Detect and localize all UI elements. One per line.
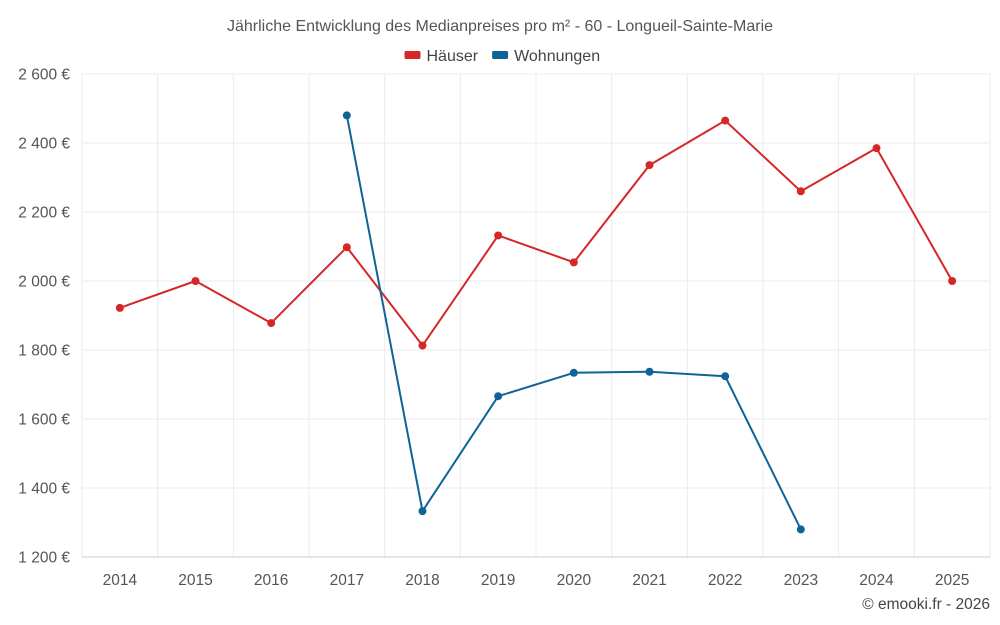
y-tick-label: 2 400 € xyxy=(18,136,70,153)
legend-item-h-user[interactable]: Häuser xyxy=(404,48,479,65)
x-tick-label: 2017 xyxy=(330,572,364,589)
x-tick-label: 2025 xyxy=(935,572,969,589)
data-point-h-user[interactable] xyxy=(872,144,881,153)
legend: Häuser Wohnungen xyxy=(404,48,600,65)
data-point-wohnungen[interactable] xyxy=(569,368,578,377)
x-tick-label: 2019 xyxy=(481,572,515,589)
data-point-h-user[interactable] xyxy=(721,116,730,125)
chart-title: Jährliche Entwicklung des Medianpreises … xyxy=(227,18,773,35)
y-tick-label: 2 000 € xyxy=(18,274,70,291)
credit: © emooki.fr - 2026 xyxy=(862,596,990,613)
y-tick-label: 1 600 € xyxy=(18,412,70,429)
data-point-h-user[interactable] xyxy=(645,161,654,170)
x-tick-label: 2022 xyxy=(708,572,742,589)
grid xyxy=(81,73,991,557)
data-point-wohnungen[interactable] xyxy=(796,525,805,534)
y-tick-label: 1 400 € xyxy=(18,481,70,498)
x-tick-label: 2014 xyxy=(103,572,138,589)
y-tick-label: 2 600 € xyxy=(18,67,70,84)
series-line-wohnungen xyxy=(345,115,802,530)
y-tick-label: 1 800 € xyxy=(18,343,70,360)
data-point-h-user[interactable] xyxy=(796,187,805,196)
legend-swatch xyxy=(404,51,421,59)
data-point-wohnungen[interactable] xyxy=(721,372,730,381)
data-point-h-user[interactable] xyxy=(191,277,200,285)
x-tick-label: 2021 xyxy=(632,572,666,589)
data-point-h-user[interactable] xyxy=(418,341,427,350)
series-wohnungen xyxy=(342,111,805,534)
data-point-h-user[interactable] xyxy=(115,303,124,312)
legend-item-wohnungen[interactable]: Wohnungen xyxy=(492,48,600,65)
legend-swatch xyxy=(492,51,509,59)
data-point-h-user[interactable] xyxy=(342,243,351,252)
y-tick-label: 1 200 € xyxy=(18,550,70,567)
series-line-h-user xyxy=(119,119,954,347)
data-point-h-user[interactable] xyxy=(948,277,957,285)
x-tick-label: 2015 xyxy=(178,572,212,589)
y-tick-label: 2 200 € xyxy=(18,205,70,222)
legend-label: Wohnungen xyxy=(514,48,600,65)
x-tick-label: 2018 xyxy=(405,572,439,589)
x-tick-label: 2020 xyxy=(557,572,592,589)
data-point-wohnungen[interactable] xyxy=(494,392,503,401)
series-h-user xyxy=(115,116,957,350)
series xyxy=(115,111,957,534)
data-point-wohnungen[interactable] xyxy=(645,367,654,376)
data-point-wohnungen[interactable] xyxy=(342,111,351,120)
data-point-h-user[interactable] xyxy=(267,319,276,328)
axes: 1 200 € 1 400 € 1 600 € 1 800 € 2 000 € 2 200… xyxy=(18,67,990,589)
x-tick-label: 2016 xyxy=(254,572,288,589)
data-point-h-user[interactable] xyxy=(494,231,503,240)
x-tick-label: 2024 xyxy=(859,572,894,589)
x-tick-label: 2023 xyxy=(784,572,818,589)
data-point-wohnungen[interactable] xyxy=(418,507,427,516)
data-point-h-user[interactable] xyxy=(569,258,578,267)
legend-label: Häuser xyxy=(427,48,479,65)
